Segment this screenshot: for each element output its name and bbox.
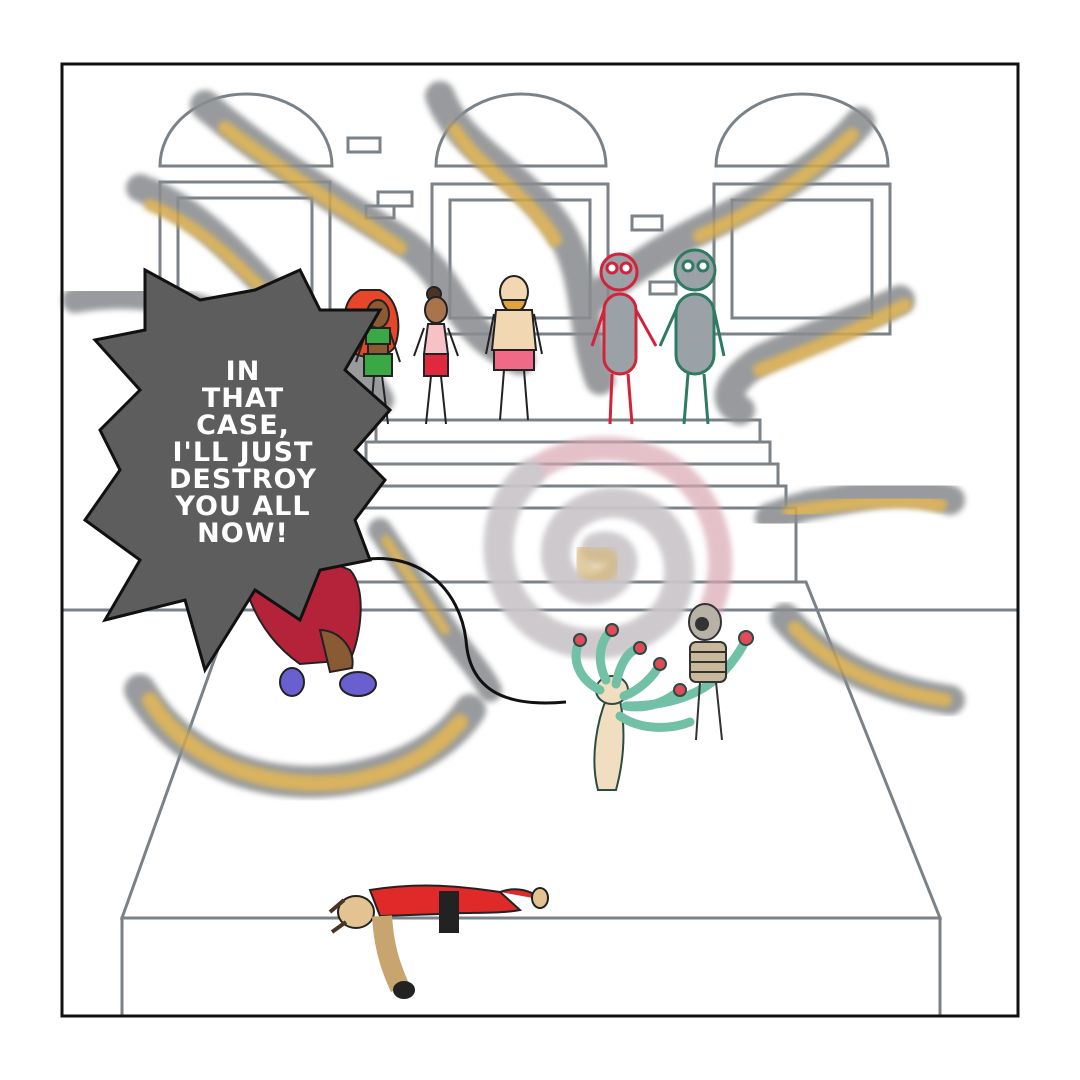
green-outline-figure xyxy=(658,248,726,425)
bandaged-mummy xyxy=(688,603,727,741)
speech-bubble-text: IN THAT CASE, I'LL JUST DESTROY YOU ALL … xyxy=(168,356,318,549)
speech-bubble xyxy=(82,267,393,674)
bald-bearded-man xyxy=(485,275,543,421)
smoke-tentacles xyxy=(62,81,965,798)
swirl-portal xyxy=(483,436,733,659)
dark-haired-woman xyxy=(413,286,459,425)
panel-frame xyxy=(60,62,1020,1018)
red-outline-figure xyxy=(590,252,658,425)
fallen-fighter xyxy=(328,884,549,999)
tentacle-creature xyxy=(571,623,754,791)
whip-line xyxy=(359,557,567,705)
